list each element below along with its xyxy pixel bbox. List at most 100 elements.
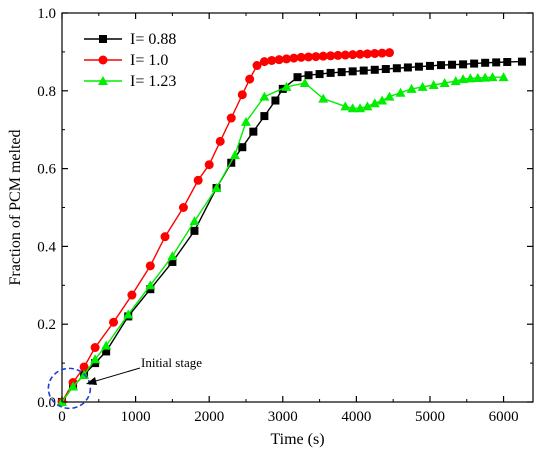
data-point — [267, 55, 277, 65]
data-point — [381, 65, 390, 74]
data-point — [450, 76, 461, 86]
data-point — [259, 91, 270, 101]
data-point — [211, 183, 222, 193]
data-point — [109, 317, 119, 327]
data-point — [428, 79, 439, 89]
data-point — [123, 309, 134, 319]
data-point — [348, 67, 357, 76]
data-point — [281, 81, 292, 91]
legend-marker — [99, 35, 107, 43]
plot-area — [61, 12, 534, 403]
legend-label: I= 1.0 — [130, 52, 168, 69]
x-tick-label: 0 — [58, 409, 66, 425]
data-point — [359, 66, 368, 75]
data-point — [480, 72, 491, 82]
data-point — [189, 216, 200, 226]
data-point — [304, 71, 313, 80]
data-point — [281, 54, 291, 64]
axes: 0 1000 2000 3000 4000 5000 6000 0.0 0.2 0.4 0.6 0.8… — [7, 6, 533, 448]
legend-item-3: I= 1.23 — [84, 73, 176, 90]
data-point — [392, 64, 401, 73]
data-point — [377, 48, 387, 58]
data-point — [470, 59, 479, 68]
x-axis-title: Time (s) — [270, 431, 324, 448]
data-point — [145, 261, 155, 271]
data-point — [355, 49, 365, 59]
data-point — [289, 53, 299, 63]
series-1 — [58, 57, 526, 406]
data-point — [369, 98, 380, 108]
data-point — [417, 81, 428, 91]
y-tick-label: 0.2 — [37, 317, 56, 333]
data-point — [384, 91, 395, 101]
data-point — [337, 68, 346, 77]
x-tick-label: 2000 — [194, 409, 224, 425]
data-point — [414, 62, 423, 71]
y-tick-label: 1.0 — [37, 6, 56, 22]
data-point — [459, 60, 468, 69]
data-point — [355, 103, 366, 113]
legend: I= 0.88 I= 1.0 I= 1.23 — [84, 31, 176, 90]
data-point — [395, 87, 406, 97]
data-point — [465, 73, 476, 83]
data-point — [439, 78, 450, 88]
data-point — [68, 381, 79, 391]
data-point — [168, 257, 177, 266]
data-point — [333, 50, 343, 60]
data-point — [249, 127, 258, 136]
y-tick-label: 0.0 — [37, 395, 56, 411]
data-point — [318, 93, 329, 103]
data-point — [406, 83, 417, 93]
annotation-arrow-line — [88, 367, 141, 384]
data-point — [347, 103, 358, 113]
data-point — [304, 52, 314, 62]
y-tick-label: 0.4 — [37, 239, 56, 255]
data-point — [458, 74, 469, 84]
data-point — [370, 65, 379, 74]
x-tick-label: 6000 — [489, 409, 519, 425]
data-point — [90, 354, 101, 364]
data-point — [481, 58, 490, 67]
data-point — [448, 60, 457, 69]
series-line — [61, 60, 523, 403]
data-point — [178, 203, 188, 212]
data-point — [259, 57, 269, 67]
data-point — [145, 280, 156, 290]
data-point — [167, 251, 178, 261]
data-point — [79, 362, 89, 372]
series-line — [61, 76, 504, 403]
data-point — [204, 160, 214, 170]
legend-marker — [98, 76, 108, 85]
data-point — [296, 52, 306, 62]
legend-label: I= 1.23 — [130, 73, 176, 90]
data-point — [127, 290, 137, 300]
data-point — [362, 101, 373, 111]
series-3 — [57, 72, 509, 406]
data-point — [487, 72, 498, 82]
annotation-arrow-head — [86, 377, 97, 385]
y-tick-label: 0.6 — [37, 162, 56, 178]
data-point — [318, 51, 328, 61]
data-point — [311, 52, 321, 62]
data-point — [238, 143, 247, 152]
y-axis-title: Fraction of PCM melted — [7, 130, 24, 286]
data-point — [326, 51, 336, 61]
data-point — [403, 63, 412, 72]
series-group — [57, 48, 526, 407]
data-point — [503, 58, 512, 67]
data-point — [90, 343, 100, 353]
y-tick-label: 0.8 — [37, 84, 56, 100]
data-point — [384, 48, 394, 58]
data-point — [340, 50, 350, 60]
data-point — [193, 175, 203, 185]
data-point — [245, 74, 255, 84]
x-tick-label: 5000 — [415, 409, 445, 425]
data-point — [299, 78, 310, 88]
data-point — [315, 70, 324, 79]
data-point — [252, 61, 262, 71]
data-point — [101, 340, 112, 350]
x-tick-label: 1000 — [121, 409, 151, 425]
data-point — [492, 58, 501, 67]
data-point — [240, 116, 251, 126]
data-point — [348, 50, 358, 60]
